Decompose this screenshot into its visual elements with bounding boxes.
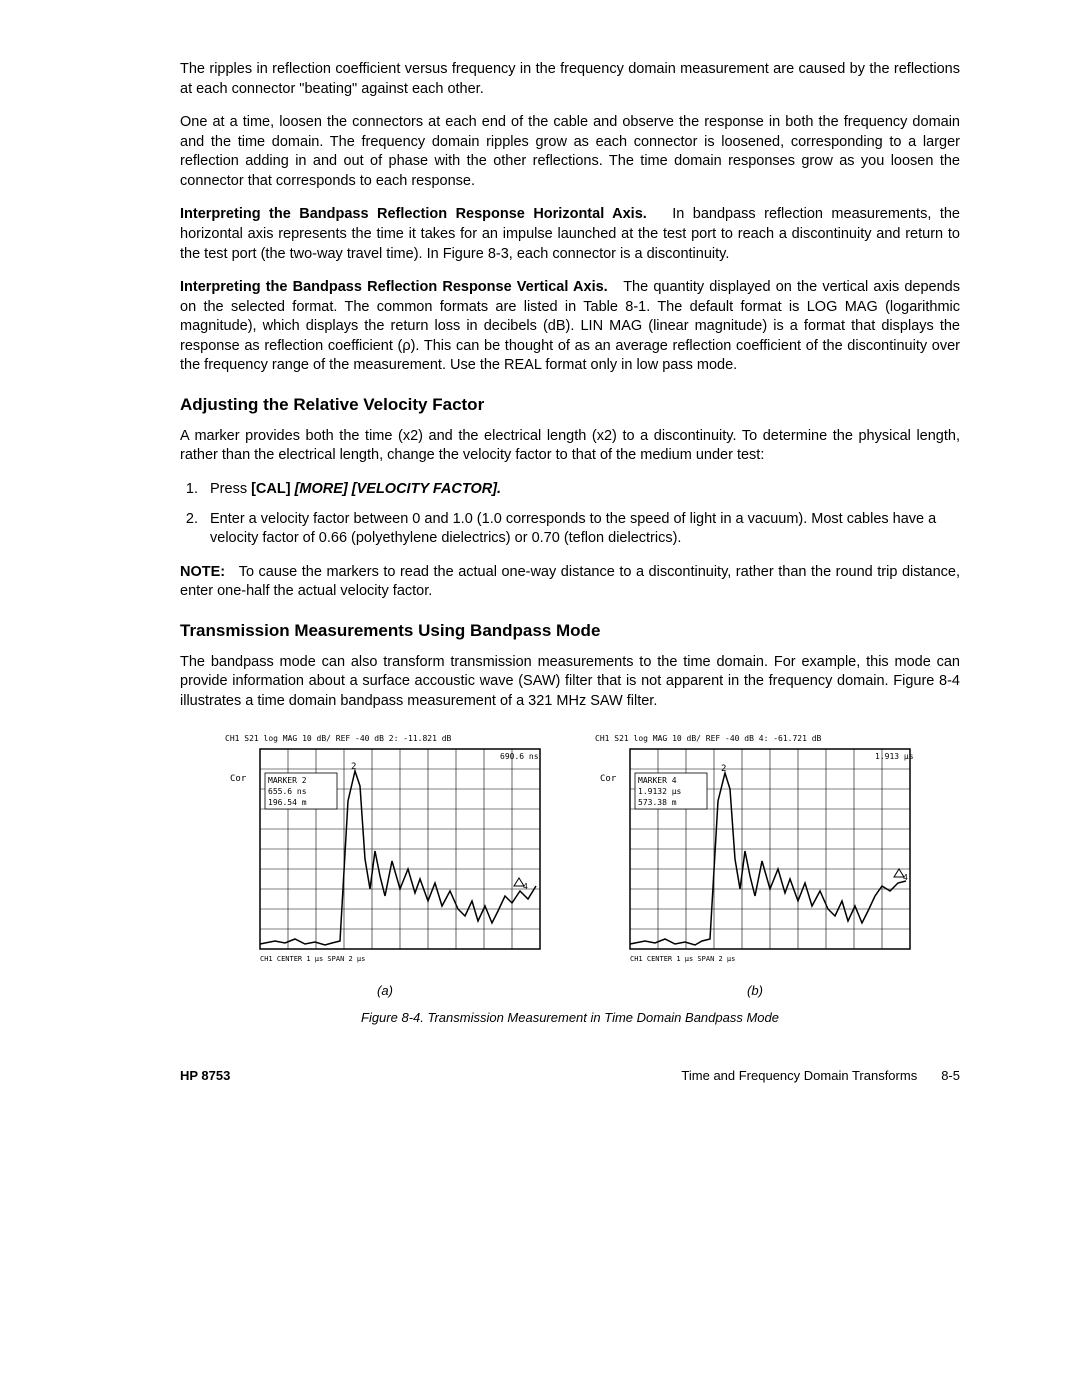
- figure-row: CH1 S21 log MAG 10 dB/ REF -40 dB 2: -11…: [180, 731, 960, 999]
- subfigure-label: (b): [590, 982, 920, 1000]
- analyzer-screenshot-b: CH1 S21 log MAG 10 dB/ REF -40 dB 4: -61…: [590, 731, 920, 971]
- note-paragraph: NOTE: To cause the markers to read the a…: [180, 563, 960, 602]
- marker-line: 196.54 m: [268, 798, 307, 807]
- cor-label: Cor: [600, 774, 617, 784]
- footer-model: HP 8753: [180, 1067, 230, 1085]
- list-item: Enter a velocity factor between 0 and 1.…: [202, 510, 960, 549]
- marker-line: MARKER 4: [638, 776, 677, 785]
- svg-text:2: 2: [351, 762, 356, 772]
- marker-line: 655.6 ns: [268, 787, 307, 796]
- figure-caption: Figure 8-4. Transmission Measurement in …: [180, 1009, 960, 1027]
- body-paragraph: The ripples in reflection coefficient ve…: [180, 60, 960, 99]
- footer-chapter: Time and Frequency Domain Transforms: [681, 1067, 917, 1085]
- section-heading: Transmission Measurements Using Bandpass…: [180, 620, 960, 643]
- footer-page-number: 8-5: [941, 1067, 960, 1085]
- marker-line: 573.38 m: [638, 798, 677, 807]
- body-paragraph: Interpreting the Bandpass Reflection Res…: [180, 278, 960, 376]
- step-text: Press: [210, 481, 251, 497]
- list-item: Press [CAL] [MORE] [VELOCITY FACTOR].: [202, 480, 960, 500]
- page-footer: HP 8753 Time and Frequency Domain Transf…: [180, 1067, 960, 1085]
- chart-footer: CH1 CENTER 1 μs SPAN 2 μs: [260, 955, 365, 963]
- body-paragraph: A marker provides both the time (x2) and…: [180, 427, 960, 466]
- key-label: [CAL]: [251, 481, 290, 497]
- body-paragraph: The bandpass mode can also transform tra…: [180, 653, 960, 712]
- softkey-label: [MORE] [VELOCITY FACTOR].: [291, 481, 502, 497]
- chart-header: CH1 S21 log MAG 10 dB/ REF -40 dB 4: -61…: [595, 734, 822, 743]
- marker-line: 1.9132 μs: [638, 787, 682, 796]
- chart-b: CH1 S21 log MAG 10 dB/ REF -40 dB 4: -61…: [590, 731, 920, 999]
- svg-text:4: 4: [903, 873, 908, 882]
- cor-label: Cor: [230, 774, 247, 784]
- note-text: To cause the markers to read the actual …: [180, 564, 960, 600]
- chart-a: CH1 S21 log MAG 10 dB/ REF -40 dB 2: -11…: [220, 731, 550, 999]
- chart-header: CH1 S21 log MAG 10 dB/ REF -40 dB 2: -11…: [225, 734, 452, 743]
- chart-footer: CH1 CENTER 1 μs SPAN 2 μs: [630, 955, 735, 963]
- inline-heading: Interpreting the Bandpass Reflection Res…: [180, 279, 608, 295]
- analyzer-screenshot-a: CH1 S21 log MAG 10 dB/ REF -40 dB 2: -11…: [220, 731, 550, 971]
- body-paragraph: Interpreting the Bandpass Reflection Res…: [180, 205, 960, 264]
- subfigure-label: (a): [220, 982, 550, 1000]
- section-heading: Adjusting the Relative Velocity Factor: [180, 394, 960, 417]
- inline-heading: Interpreting the Bandpass Reflection Res…: [180, 206, 647, 222]
- svg-text:4: 4: [523, 882, 528, 891]
- chart-readout: 690.6 ns: [500, 752, 539, 761]
- body-paragraph: One at a time, loosen the connectors at …: [180, 113, 960, 191]
- chart-readout: 1.913 μs: [875, 752, 914, 761]
- procedure-list: Press [CAL] [MORE] [VELOCITY FACTOR]. En…: [180, 480, 960, 549]
- note-label: NOTE:: [180, 564, 225, 580]
- svg-text:2: 2: [721, 764, 726, 774]
- marker-line: MARKER 2: [268, 776, 307, 785]
